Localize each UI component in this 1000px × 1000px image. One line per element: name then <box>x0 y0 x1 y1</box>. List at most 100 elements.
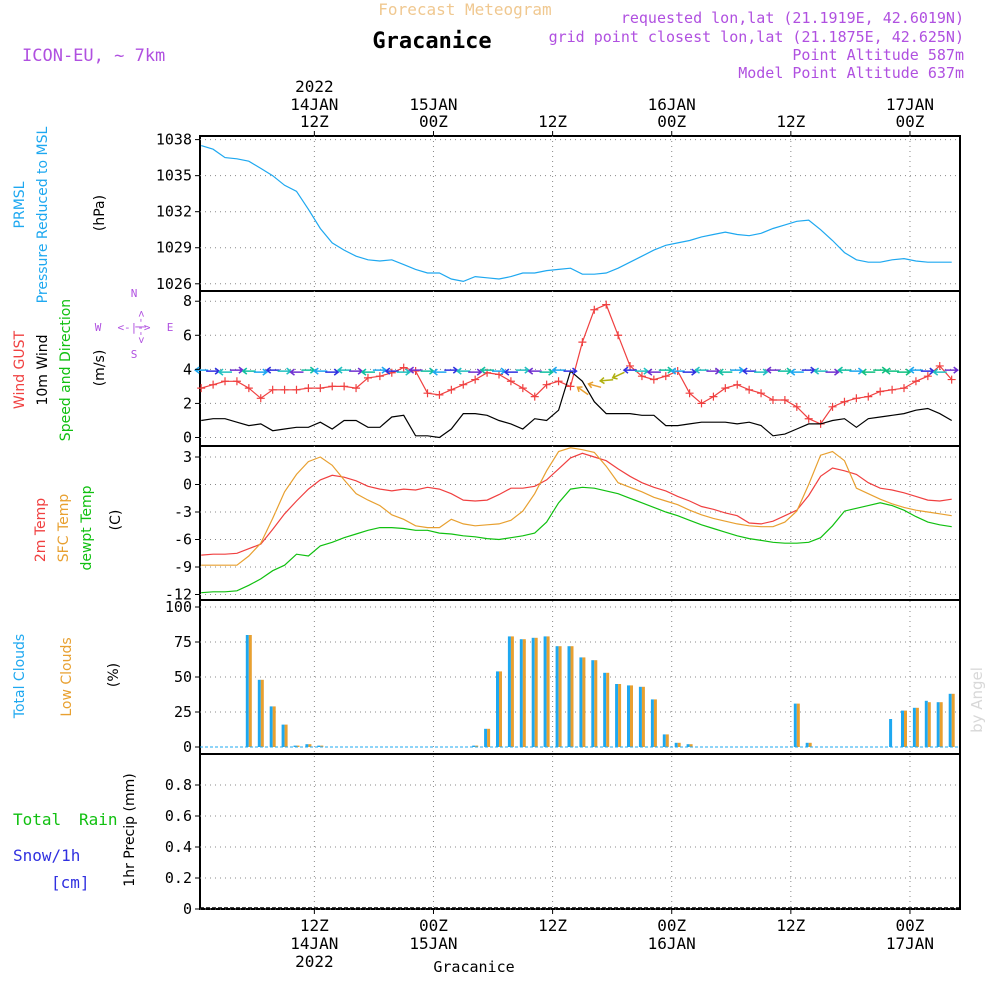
gust-point <box>804 414 813 423</box>
wind-arrow <box>551 366 566 374</box>
total-cloud-bar <box>269 706 273 747</box>
total-cloud-bar <box>531 637 535 747</box>
y-tick-label: 0.6 <box>165 807 192 825</box>
gust-point <box>888 385 897 394</box>
y-tick-label: 0 <box>183 900 192 918</box>
wind-arrow <box>741 367 757 375</box>
low-cloud-bar <box>951 693 955 747</box>
time-label-bottom: 12Z <box>538 916 567 935</box>
credit-watermark: by Angel <box>968 667 986 733</box>
wind-panel <box>199 290 961 447</box>
clouds-unit: (%) <box>106 663 122 687</box>
gust-point <box>423 389 432 398</box>
wind-arrow <box>253 368 269 376</box>
total-cloud-bar <box>948 693 952 747</box>
y-tick-label: 50 <box>174 668 192 686</box>
compass-e: E <box>167 321 174 334</box>
temp-unit: (C) <box>108 510 124 531</box>
low-cloud-bar <box>510 636 514 747</box>
gust-point <box>316 384 325 393</box>
gust-point <box>506 377 515 386</box>
gust-point <box>864 392 873 401</box>
y-tick-label: 0.2 <box>165 869 192 887</box>
wind-arrow <box>813 367 828 375</box>
y-tick-label: 1038 <box>156 131 192 149</box>
pressure-panel <box>199 135 961 292</box>
total-cloud-bar <box>472 745 476 747</box>
low-cloud-bar <box>522 639 526 747</box>
y-tick-label: 0 <box>183 476 192 494</box>
time-label-bottom: 16JAN <box>648 934 696 953</box>
compass-s: S <box>131 348 138 361</box>
gust-point <box>209 380 218 389</box>
gust-point <box>471 375 480 384</box>
y-tick-label: 6 <box>183 326 192 344</box>
total-cloud-bar <box>317 745 321 747</box>
low-cloud-bar <box>653 699 657 747</box>
total-cloud-bar <box>257 679 261 747</box>
low-cloud-bar <box>594 660 598 747</box>
gust-point <box>328 382 337 391</box>
low-cloud-bar <box>808 742 812 747</box>
wind-arrow <box>479 366 495 374</box>
gust-point <box>709 392 718 401</box>
precip-unit: 1hr Precip (mm) <box>122 773 138 886</box>
gust-point <box>518 384 527 393</box>
y-tick-label: 0.8 <box>165 776 192 794</box>
time-label-top: 00Z <box>896 112 925 131</box>
wind-arrow <box>503 368 518 376</box>
wind-arrow <box>456 367 471 375</box>
wind-arrow <box>539 368 554 376</box>
y-tick-label: 1032 <box>156 203 192 221</box>
low-cloud-bar <box>630 685 633 747</box>
gust-point <box>435 390 444 399</box>
low-cloud-bar <box>618 684 622 747</box>
gust-point <box>554 377 563 386</box>
wind-arrow <box>325 368 340 376</box>
point-altitude: Point Altitude 587m <box>792 46 964 64</box>
low-cloud-bar <box>796 703 800 747</box>
gust-point <box>340 382 349 391</box>
wind-arrow <box>825 368 840 376</box>
dewpt-line <box>201 486 952 594</box>
gust-point <box>590 305 599 314</box>
gust-point <box>280 385 289 394</box>
snow-unit-label: [cm] <box>51 873 90 892</box>
gust-point <box>637 372 646 381</box>
y-tick-label: 75 <box>174 633 192 651</box>
time-label-top: 12Z <box>538 112 567 131</box>
gust-line <box>201 303 953 425</box>
total-cloud-bar <box>686 744 690 747</box>
wind-arrow <box>206 367 221 375</box>
wind-unit: (m/s) <box>92 350 108 387</box>
gust-point <box>578 338 587 347</box>
time-label-bottom: 00Z <box>419 916 448 935</box>
y-tick-label: -3 <box>174 503 192 521</box>
y-tick-label: -12 <box>165 586 192 604</box>
total-cloud-bar <box>889 719 893 747</box>
total-cloud-bar <box>507 636 511 747</box>
low-cloud-bar <box>939 702 943 747</box>
gust-label: Wind GUST <box>12 330 28 409</box>
y-tick-label: 2 <box>183 394 192 412</box>
total-cloud-bar <box>591 660 595 747</box>
low-cloud-bar <box>641 686 645 747</box>
wind-arrow <box>576 386 589 396</box>
total-cloud-bar <box>650 699 654 747</box>
grid-point-coords: grid point closest lon,lat (21.1875E, 42… <box>549 28 964 46</box>
sfc-temp-line <box>201 447 952 566</box>
total-cloud-bar <box>281 724 285 747</box>
total-clouds-label: Total Clouds <box>12 634 28 719</box>
wind-arrow <box>336 366 352 374</box>
wind-arrow <box>634 367 650 375</box>
wind-arrow <box>587 381 602 389</box>
total-cloud-bar <box>674 742 678 747</box>
wind-arrow <box>265 366 280 374</box>
total-cloud-bar <box>615 684 619 747</box>
wind-arrow <box>432 368 447 376</box>
wind-arrow <box>837 366 852 374</box>
gust-point <box>745 385 754 394</box>
gust-point <box>411 367 420 376</box>
gust-point <box>900 384 909 393</box>
footer-location: Gracanice <box>433 958 514 976</box>
